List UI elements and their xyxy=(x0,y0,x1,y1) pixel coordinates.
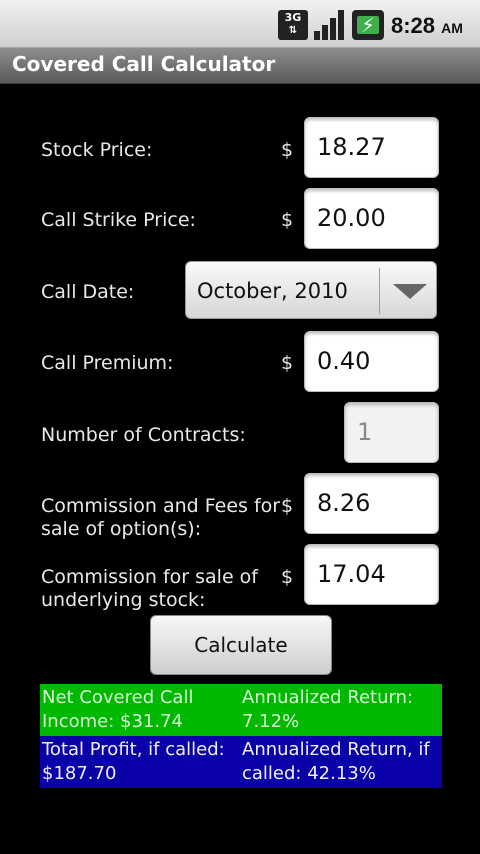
total-profit-row: Total Profit, if called: $187.70 Annuali… xyxy=(40,736,442,788)
clock-time: 8:28 xyxy=(391,13,436,38)
call-premium-input[interactable]: 0.40 xyxy=(304,331,439,392)
app-title: Covered Call Calculator xyxy=(12,52,276,76)
call-date-value: October, 2010 xyxy=(197,279,348,303)
battery-charging-icon: ⚡ xyxy=(352,10,384,40)
commission-stock-label-line1: Commission for sale of xyxy=(41,566,258,588)
annualized-return-called-text: Annualized Return, if called: 42.13% xyxy=(242,739,430,784)
status-clock: 8:28 AM xyxy=(391,10,463,42)
call-strike-currency: $ xyxy=(281,209,294,231)
net-income-text: Net Covered Call Income: $31.74 xyxy=(42,687,194,732)
call-date-label: Call Date: xyxy=(41,281,135,303)
total-profit-text: Total Profit, if called: $187.70 xyxy=(42,739,225,784)
call-premium-label: Call Premium: xyxy=(41,352,174,374)
stock-price-label: Stock Price: xyxy=(41,139,153,161)
annualized-return-text: Annualized Return: 7.12% xyxy=(242,687,414,732)
commission-stock-label-line2: underlying stock: xyxy=(41,589,206,611)
commission-stock-currency: $ xyxy=(281,566,294,588)
contracts-label: Number of Contracts: xyxy=(41,424,246,446)
signal-strength-icon xyxy=(314,10,346,40)
clock-ampm: AM xyxy=(441,20,463,36)
commission-stock-label: Commission for sale of underlying stock: xyxy=(41,566,258,612)
network-type-label: 3G xyxy=(284,11,302,24)
commission-option-input[interactable]: 8.26 xyxy=(304,473,439,534)
call-premium-currency: $ xyxy=(281,352,294,374)
charging-bolt-icon: ⚡ xyxy=(361,13,376,37)
net-income-row: Net Covered Call Income: $31.74 Annualiz… xyxy=(40,684,442,736)
call-strike-label: Call Strike Price: xyxy=(41,209,196,231)
network-3g-icon: 3G ⇅ xyxy=(278,10,308,40)
app-title-bar: Covered Call Calculator xyxy=(0,48,480,84)
status-bar: 3G ⇅ ⚡ 8:28 AM xyxy=(0,0,480,48)
commission-option-currency: $ xyxy=(281,495,294,517)
chevron-down-icon xyxy=(393,284,427,299)
calculate-button[interactable]: Calculate xyxy=(150,615,332,675)
stock-price-input[interactable]: 18.27 xyxy=(304,117,439,178)
commission-option-label-line2: sale of option(s): xyxy=(41,518,202,540)
commission-stock-input[interactable]: 17.04 xyxy=(304,544,439,605)
stock-price-currency: $ xyxy=(281,139,294,161)
contracts-input[interactable]: 1 xyxy=(344,402,439,463)
call-strike-input[interactable]: 20.00 xyxy=(304,188,439,249)
commission-option-label-line1: Commission and Fees for xyxy=(41,495,281,517)
call-date-dropdown[interactable]: October, 2010 xyxy=(185,261,437,319)
commission-option-label: Commission and Fees for sale of option(s… xyxy=(41,495,280,541)
data-arrows-icon: ⇅ xyxy=(288,25,298,36)
